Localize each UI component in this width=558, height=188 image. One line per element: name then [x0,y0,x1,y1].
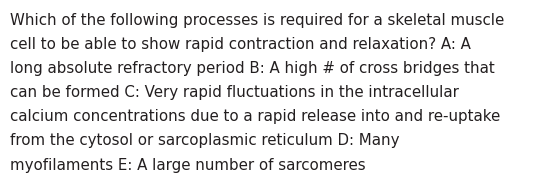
Text: myofilaments E: A large number of sarcomeres: myofilaments E: A large number of sarcom… [10,158,365,173]
Text: from the cytosol or sarcoplasmic reticulum D: Many: from the cytosol or sarcoplasmic reticul… [10,133,400,149]
Text: Which of the following processes is required for a skeletal muscle: Which of the following processes is requ… [10,13,504,28]
Text: cell to be able to show rapid contraction and relaxation? A: A: cell to be able to show rapid contractio… [10,37,471,52]
Text: can be formed C: Very rapid fluctuations in the intracellular: can be formed C: Very rapid fluctuations… [10,85,459,100]
Text: calcium concentrations due to a rapid release into and re-uptake: calcium concentrations due to a rapid re… [10,109,501,124]
Text: long absolute refractory period B: A high # of cross bridges that: long absolute refractory period B: A hig… [10,61,495,76]
